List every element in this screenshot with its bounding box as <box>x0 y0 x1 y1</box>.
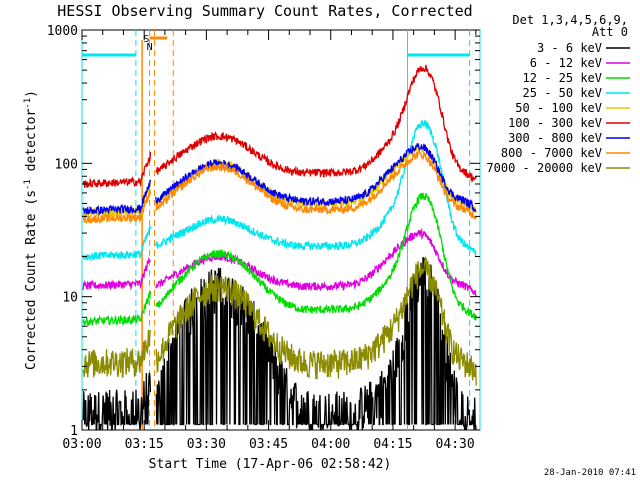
legend-header-line2: Att 0 <box>592 25 628 39</box>
series-line <box>82 329 152 378</box>
y-label-mid: detector <box>24 109 39 180</box>
legend-item-label: 800 - 7000 keV <box>501 146 602 160</box>
series-line <box>155 256 477 431</box>
y-label-end: ) <box>24 90 39 98</box>
x-tick-label: 04:00 <box>311 437 350 452</box>
x-axis: 03:00 03:15 03:30 03:45 04:00 04:15 04:30 <box>62 30 477 452</box>
x-axis-label: Start Time (17-Apr-06 02:58:42) <box>149 457 392 472</box>
legend-item-label: 300 - 800 keV <box>508 131 602 145</box>
night-flag-label: N <box>147 42 153 53</box>
timestamp: 28-Jan-2010 07:41 <box>544 468 636 478</box>
series-line <box>155 192 477 321</box>
legend-item-label: 100 - 300 keV <box>508 116 602 130</box>
legend-item-label: 25 - 50 keV <box>523 86 602 100</box>
y-tick-label: 10 <box>62 291 78 306</box>
series-line <box>82 151 152 188</box>
y-tick-label: 100 <box>55 157 78 172</box>
chart-title: HESSI Observing Summary Count Rates, Cor… <box>57 2 472 20</box>
series-line <box>82 189 152 224</box>
legend-item-label: 3 - 6 keV <box>537 41 602 55</box>
x-tick-label: 04:30 <box>436 437 475 452</box>
legend-header-line1: Det 1,3,4,5,6,9, <box>512 13 628 27</box>
y-axis-label: Corrected Count Rate (s-1 detector-1) <box>23 90 39 370</box>
series-line <box>155 119 477 257</box>
x-tick-label: 03:45 <box>249 437 288 452</box>
saa-flag-label: S <box>143 34 149 45</box>
y-tick-label: 1000 <box>47 24 78 39</box>
series-line <box>82 225 152 261</box>
series-line <box>82 372 152 431</box>
series-line <box>82 291 152 327</box>
series-line <box>82 256 151 291</box>
series-line <box>82 179 152 217</box>
legend-item-label: 50 - 100 keV <box>515 101 602 115</box>
y-label-sup1: -1 <box>23 179 33 190</box>
x-tick-label: 03:30 <box>187 437 226 452</box>
x-tick-label: 03:15 <box>125 437 164 452</box>
y-tick-label: 1 <box>70 424 78 439</box>
x-tick-label: 03:00 <box>62 437 101 452</box>
series-line <box>155 255 477 386</box>
series-line <box>155 64 477 183</box>
legend-item-label: 6 - 12 keV <box>530 56 602 70</box>
y-axis: 1 10 100 1000 <box>47 24 480 439</box>
y-label-sup2: -1 <box>23 98 33 109</box>
legend-item-label: 7000 - 20000 keV <box>486 161 602 175</box>
x-tick-label: 04:15 <box>373 437 412 452</box>
y-label-main: Corrected Count Rate (s <box>24 190 39 370</box>
series-layer <box>82 64 477 431</box>
series-line <box>155 148 477 220</box>
legend-item-label: 12 - 25 keV <box>523 71 602 85</box>
